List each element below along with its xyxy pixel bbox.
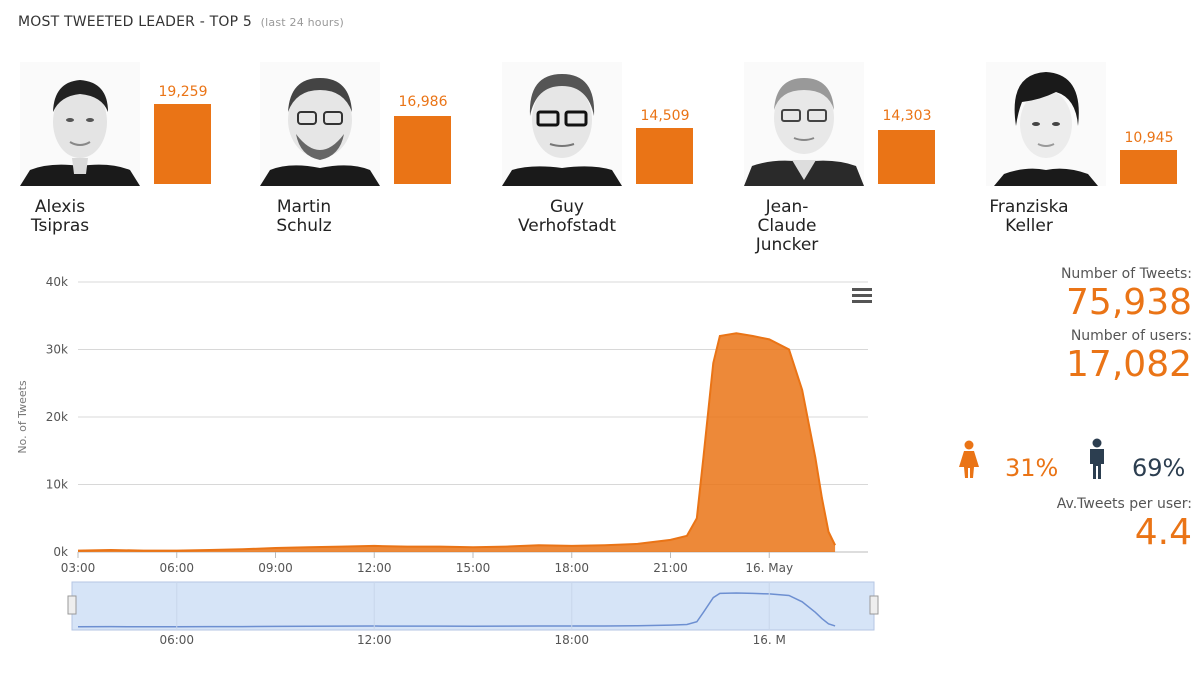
y-tick-label: 10k bbox=[46, 478, 68, 492]
leader-count-bar bbox=[394, 116, 451, 184]
leader-count-bar bbox=[1120, 150, 1177, 184]
leader-card: 16,986 Martin Schulz bbox=[260, 62, 460, 262]
leader-photo bbox=[744, 62, 864, 186]
menu-icon bbox=[852, 294, 872, 297]
leader-count-bar bbox=[154, 104, 211, 184]
users-label: Number of users: bbox=[1070, 328, 1192, 344]
leader-name: Jean- Claude Juncker bbox=[755, 197, 819, 255]
gender-split: 31% 69% bbox=[950, 436, 1195, 482]
leader-count-label: 14,509 bbox=[640, 108, 690, 124]
leader-count-label: 16,986 bbox=[398, 94, 448, 110]
tweets-area bbox=[78, 333, 836, 552]
menu-icon bbox=[852, 288, 872, 291]
leader-photo bbox=[260, 62, 380, 186]
navigator-window bbox=[71, 581, 875, 631]
leader-card: 19,259 Alexis Tsipras bbox=[20, 62, 220, 262]
leader-name: Guy Verhofstadt bbox=[517, 197, 616, 236]
leader-name: Franziska Keller bbox=[989, 197, 1069, 236]
users-value: 17,082 bbox=[1066, 344, 1192, 385]
leader-count-label: 10,945 bbox=[1124, 130, 1174, 146]
leader-count-label: 19,259 bbox=[158, 84, 208, 100]
x-tick-label: 15:00 bbox=[456, 561, 491, 575]
x-tick-label: 21:00 bbox=[653, 561, 688, 575]
navigator-line bbox=[77, 592, 836, 628]
navigator-tick-label: 18:00 bbox=[554, 633, 589, 647]
leader-name: Martin Schulz bbox=[276, 197, 332, 236]
female-pct: 31% bbox=[1005, 454, 1059, 482]
leader-photo bbox=[502, 62, 622, 186]
menu-icon bbox=[852, 300, 872, 303]
leader-card: 10,945 Franziska Keller bbox=[986, 62, 1186, 262]
navigator-tick-label: 12:00 bbox=[357, 633, 392, 647]
tweets-line bbox=[77, 332, 836, 552]
leader-count-label: 14,303 bbox=[882, 108, 932, 124]
tweets-area-chart: 0k 10k 20k 30k 40k No. of Tweets 03:00 06:00 09:… bbox=[16, 275, 879, 647]
female-icon bbox=[959, 440, 979, 478]
y-tick-label: 30k bbox=[46, 343, 68, 357]
title-text: MOST TWEETED LEADER - TOP 5 bbox=[18, 14, 253, 30]
x-tick-label: 03:00 bbox=[61, 561, 96, 575]
x-tick-label: 12:00 bbox=[357, 561, 392, 575]
navigator-tick-label: 06:00 bbox=[159, 633, 194, 647]
avg-label: Av.Tweets per user: bbox=[1056, 496, 1192, 512]
navigator-tick-label: 16. M bbox=[753, 633, 786, 647]
avg-value: 4.4 bbox=[1134, 512, 1192, 553]
navigator-handle bbox=[67, 595, 77, 615]
leader-card: 14,509 Guy Verhofstadt bbox=[502, 62, 702, 262]
leader-count-bar bbox=[636, 128, 693, 184]
avg-panel: Av.Tweets per user: 4.4 bbox=[932, 496, 1192, 554]
x-tick-label: 16. May bbox=[745, 561, 793, 575]
x-tick-label: 18:00 bbox=[554, 561, 589, 575]
title-subtitle: (last 24 hours) bbox=[260, 16, 345, 29]
y-tick-label: 40k bbox=[46, 275, 68, 289]
tweets-label: Number of Tweets: bbox=[1060, 266, 1192, 282]
x-tick-label: 09:00 bbox=[258, 561, 293, 575]
leader-name: Alexis Tsipras bbox=[30, 197, 90, 236]
stats-panel: Number of Tweets: 75,938 Number of users… bbox=[932, 266, 1192, 386]
leader-count-bar bbox=[878, 130, 935, 184]
y-axis-label: No. of Tweets bbox=[16, 380, 29, 454]
male-icon bbox=[1090, 438, 1104, 479]
leader-photo bbox=[20, 62, 140, 186]
y-tick-label: 20k bbox=[46, 410, 68, 424]
chart-title: MOST TWEETED LEADER - TOP 5 (last 24 hou… bbox=[18, 14, 344, 30]
leader-photo bbox=[986, 62, 1106, 186]
navigator-handle bbox=[869, 595, 879, 615]
male-pct: 69% bbox=[1132, 454, 1186, 482]
x-tick-label: 06:00 bbox=[159, 561, 194, 575]
y-tick-label: 0k bbox=[53, 545, 68, 559]
tweets-value: 75,938 bbox=[1066, 282, 1192, 323]
leader-card: 14,303 Jean- Claude Juncker bbox=[744, 62, 944, 262]
